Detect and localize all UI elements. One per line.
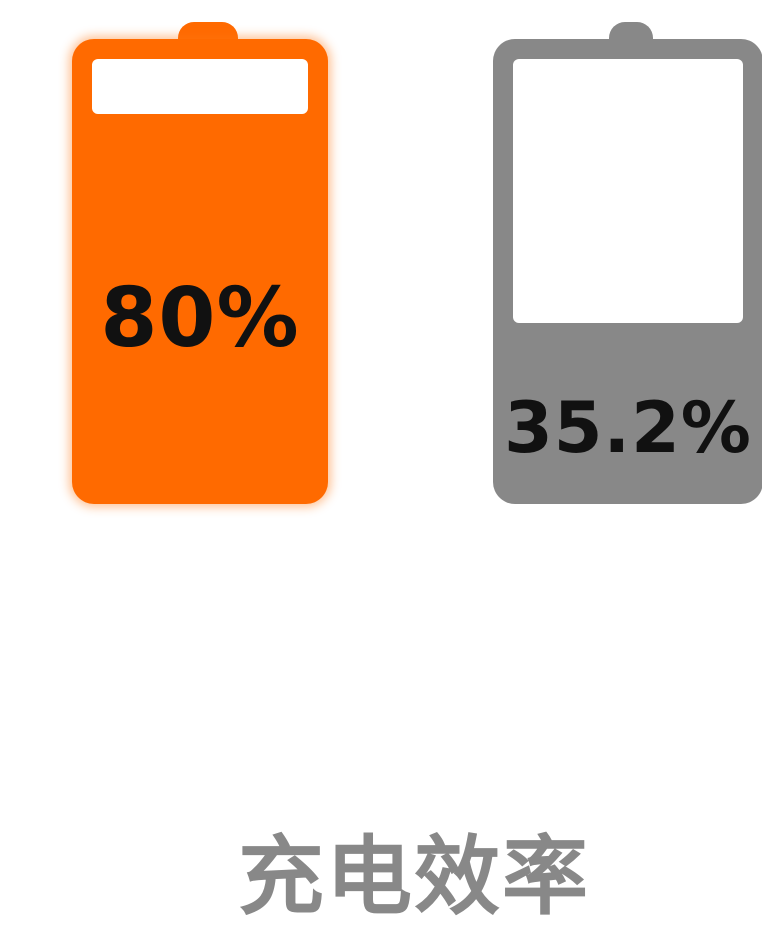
- charging-efficiency-battery-left: 80%: [72, 22, 328, 504]
- battery-body: 35.2%: [493, 39, 762, 504]
- caption-title: 充电效率: [238, 827, 590, 927]
- battery-percent-label: 80%: [100, 271, 300, 366]
- battery-body: 80%: [72, 39, 328, 504]
- battery-empty-portion: [92, 59, 308, 114]
- battery-empty-portion: [513, 59, 743, 323]
- charging-efficiency-battery-right: 35.2%: [493, 22, 762, 504]
- battery-percent-label: 35.2%: [504, 387, 752, 469]
